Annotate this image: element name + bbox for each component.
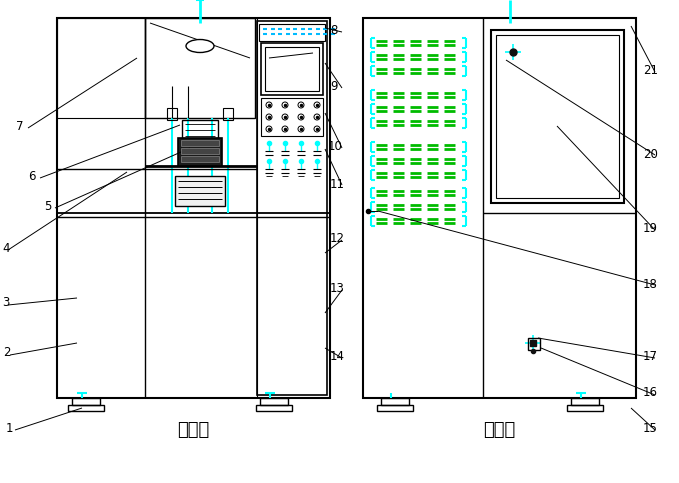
Bar [496, 35, 619, 198]
Bar [567, 405, 603, 411]
Bar [259, 24, 325, 41]
Bar [528, 338, 540, 350]
Text: 前视图: 前视图 [177, 421, 209, 439]
Bar [363, 18, 636, 398]
Bar [57, 18, 330, 398]
Text: 4: 4 [2, 242, 10, 255]
Bar [257, 21, 327, 395]
Text: 21: 21 [643, 65, 658, 77]
Bar [181, 140, 219, 146]
Text: 5: 5 [44, 200, 52, 213]
Bar [265, 47, 319, 91]
Text: 9: 9 [330, 81, 337, 94]
Text: 13: 13 [330, 283, 345, 296]
Bar [491, 30, 624, 203]
Bar [260, 398, 288, 405]
Bar [72, 398, 100, 405]
Text: 1: 1 [6, 422, 14, 435]
Text: 7: 7 [16, 120, 24, 133]
Bar [571, 398, 599, 405]
Bar [57, 18, 145, 118]
Text: 6: 6 [28, 170, 35, 184]
Bar [175, 176, 225, 206]
Text: 20: 20 [643, 147, 658, 160]
Text: 14: 14 [330, 351, 345, 364]
Bar [381, 398, 409, 405]
Text: 2: 2 [3, 346, 10, 359]
Text: 16: 16 [643, 386, 658, 399]
Bar [181, 148, 219, 154]
Text: 后视图: 后视图 [483, 421, 515, 439]
Text: 11: 11 [330, 177, 345, 190]
Bar [377, 405, 413, 411]
Text: 15: 15 [643, 422, 658, 435]
Text: 18: 18 [643, 278, 658, 290]
Text: 10: 10 [328, 141, 343, 154]
Bar [178, 138, 222, 166]
Text: 12: 12 [330, 232, 345, 245]
Text: 19: 19 [643, 223, 658, 236]
Bar [223, 108, 233, 120]
Bar [182, 120, 218, 138]
Bar [167, 108, 177, 120]
Text: 8: 8 [330, 25, 337, 38]
Bar [261, 43, 323, 95]
Bar [256, 405, 292, 411]
Bar [145, 18, 255, 118]
Ellipse shape [186, 40, 214, 53]
Text: 17: 17 [643, 351, 658, 364]
Bar [68, 405, 104, 411]
Bar [181, 156, 219, 162]
Text: 3: 3 [2, 297, 10, 310]
Bar [261, 98, 323, 136]
